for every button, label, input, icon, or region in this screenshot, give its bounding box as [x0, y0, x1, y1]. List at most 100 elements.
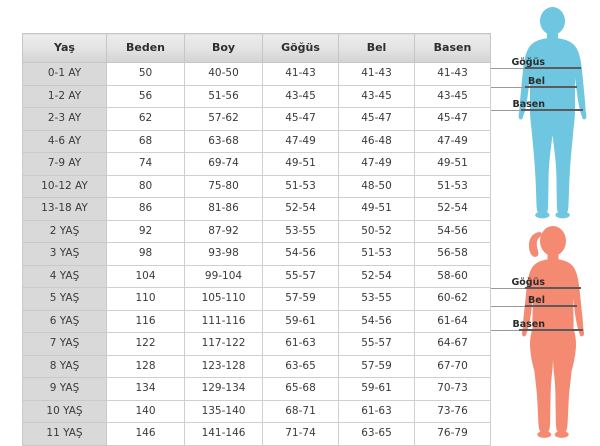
cell-basen: 54-56 [414, 219, 491, 243]
cell-basen: 76-79 [414, 422, 491, 446]
cell-boy: 93-98 [184, 242, 263, 266]
chest-measure-band-male [525, 67, 581, 69]
table-row: 7-9 AY 74 69-74 49-51 47-49 49-51 [22, 152, 491, 176]
cell-beden: 50 [106, 62, 185, 86]
cell-bel: 57-59 [338, 354, 415, 378]
waist-measure-band-male [525, 86, 577, 88]
cell-beden: 146 [106, 422, 185, 446]
cell-age: 11 YAŞ [22, 422, 107, 446]
cell-boy: 51-56 [184, 84, 263, 108]
cell-age: 4-6 AY [22, 129, 107, 153]
cell-gogus: 52-54 [262, 197, 339, 221]
cell-gogus: 47-49 [262, 129, 339, 153]
male-body-silhouette [518, 7, 587, 219]
column-header-basen: Basen [414, 33, 491, 63]
cell-age: 9 YAŞ [22, 377, 107, 401]
cell-boy: 117-122 [184, 332, 263, 356]
cell-beden: 86 [106, 197, 185, 221]
chest-measure-band-female [525, 287, 581, 289]
cell-age: 8 YAŞ [22, 354, 107, 378]
cell-age: 7-9 AY [22, 152, 107, 176]
table-row: 0-1 AY 50 40-50 41-43 41-43 41-43 [22, 62, 491, 86]
cell-bel: 46-48 [338, 129, 415, 153]
cell-bel: 49-51 [338, 197, 415, 221]
waist-label-female: Bel [528, 295, 545, 306]
hip-measure-band-male [521, 109, 583, 111]
cell-basen: 67-70 [414, 354, 491, 378]
cell-boy: 63-68 [184, 129, 263, 153]
cell-gogus: 57-59 [262, 287, 339, 311]
cell-beden: 116 [106, 309, 185, 333]
column-header-beden: Beden [106, 33, 185, 63]
cell-gogus: 45-47 [262, 107, 339, 131]
table-row: 4-6 AY 68 63-68 47-49 46-48 47-49 [22, 129, 491, 153]
cell-bel: 47-49 [338, 152, 415, 176]
cell-gogus: 65-68 [262, 377, 339, 401]
cell-beden: 56 [106, 84, 185, 108]
cell-boy: 99-104 [184, 264, 263, 288]
table-row: 1-2 AY 56 51-56 43-45 43-45 43-45 [22, 84, 491, 108]
table-header-row: Yaş Beden Boy Göğüs Bel Basen [22, 33, 491, 63]
cell-bel: 53-55 [338, 287, 415, 311]
table-row: 2-3 AY 62 57-62 45-47 45-47 45-47 [22, 107, 491, 131]
cell-basen: 70-73 [414, 377, 491, 401]
cell-boy: 111-116 [184, 309, 263, 333]
cell-basen: 51-53 [414, 174, 491, 198]
cell-basen: 64-67 [414, 332, 491, 356]
cell-beden: 62 [106, 107, 185, 131]
size-chart-table: Yaş Beden Boy Göğüs Bel Basen 0-1 AY 50 40… [22, 33, 491, 446]
table-row: 6 YAŞ 116 111-116 59-61 54-56 61-64 [22, 309, 491, 333]
cell-age: 4 YAŞ [22, 264, 107, 288]
cell-basen: 43-45 [414, 84, 491, 108]
cell-beden: 140 [106, 399, 185, 423]
cell-beden: 80 [106, 174, 185, 198]
cell-gogus: 43-45 [262, 84, 339, 108]
table-row: 5 YAŞ 110 105-110 57-59 53-55 60-62 [22, 287, 491, 311]
female-body-silhouette [521, 226, 585, 438]
female-figure-block: Göğüs Bel Basen [487, 222, 600, 442]
chest-label-female: Göğüs [511, 277, 545, 288]
cell-boy: 75-80 [184, 174, 263, 198]
cell-boy: 57-62 [184, 107, 263, 131]
cell-bel: 52-54 [338, 264, 415, 288]
cell-basen: 60-62 [414, 287, 491, 311]
cell-gogus: 53-55 [262, 219, 339, 243]
cell-beden: 104 [106, 264, 185, 288]
hip-label-male: Basen [512, 99, 545, 110]
cell-age: 5 YAŞ [22, 287, 107, 311]
cell-age: 3 YAŞ [22, 242, 107, 266]
cell-age: 6 YAŞ [22, 309, 107, 333]
cell-beden: 68 [106, 129, 185, 153]
cell-age: 1-2 AY [22, 84, 107, 108]
column-header-yas: Yaş [22, 33, 107, 63]
cell-bel: 63-65 [338, 422, 415, 446]
table-row: 11 YAŞ 146 141-146 71-74 63-65 76-79 [22, 422, 491, 446]
cell-basen: 45-47 [414, 107, 491, 131]
cell-gogus: 55-57 [262, 264, 339, 288]
cell-gogus: 61-63 [262, 332, 339, 356]
table-row: 9 YAŞ 134 129-134 65-68 59-61 70-73 [22, 377, 491, 401]
cell-age: 0-1 AY [22, 62, 107, 86]
cell-basen: 61-64 [414, 309, 491, 333]
cell-gogus: 68-71 [262, 399, 339, 423]
table-row: 8 YAŞ 128 123-128 63-65 57-59 67-70 [22, 354, 491, 378]
cell-gogus: 54-56 [262, 242, 339, 266]
table-row: 13-18 AY 86 81-86 52-54 49-51 52-54 [22, 197, 491, 221]
waist-label-male: Bel [528, 76, 545, 87]
hip-label-female: Basen [512, 319, 545, 330]
table-row: 2 YAŞ 92 87-92 53-55 50-52 54-56 [22, 219, 491, 243]
waist-measure-band-female [525, 305, 577, 307]
cell-beden: 134 [106, 377, 185, 401]
cell-boy: 135-140 [184, 399, 263, 423]
cell-age: 2 YAŞ [22, 219, 107, 243]
cell-gogus: 63-65 [262, 354, 339, 378]
hip-measure-band-female [519, 329, 583, 331]
table-row: 10-12 AY 80 75-80 51-53 48-50 51-53 [22, 174, 491, 198]
cell-bel: 43-45 [338, 84, 415, 108]
table-row: 10 YAŞ 140 135-140 68-71 61-63 73-76 [22, 399, 491, 423]
cell-gogus: 59-61 [262, 309, 339, 333]
cell-age: 7 YAŞ [22, 332, 107, 356]
column-header-bel: Bel [338, 33, 415, 63]
chest-label-male: Göğüs [511, 57, 545, 68]
cell-bel: 54-56 [338, 309, 415, 333]
